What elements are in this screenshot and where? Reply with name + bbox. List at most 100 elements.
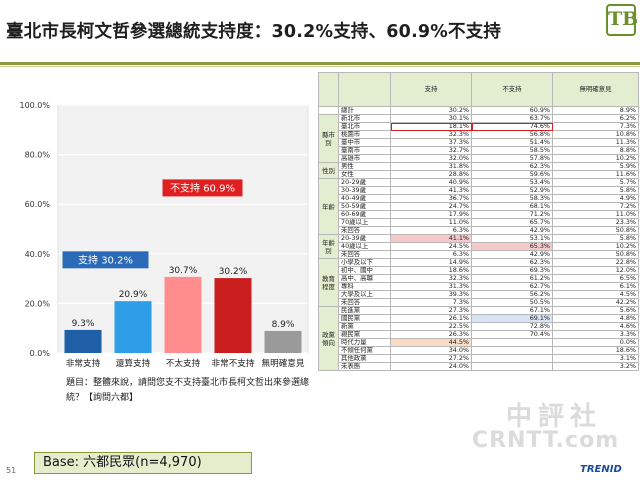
group-label: 教育程度 — [318, 258, 339, 307]
footer-logo: TRENID — [580, 464, 622, 475]
table-row: 40歲以上 24.5% 65.3% 10.2% — [319, 242, 639, 251]
row-label: 20-39歲 — [338, 234, 391, 243]
bar — [114, 301, 152, 353]
table-row: 高中、高職 32.3% 61.2% 6.5% — [319, 274, 639, 283]
value-cell: 32.3% — [390, 274, 472, 283]
title-divider — [0, 62, 640, 65]
value-cell: 26.1% — [390, 314, 472, 323]
value-cell — [471, 362, 553, 371]
support-total-badge — [62, 251, 149, 269]
bar — [164, 276, 202, 353]
group-label: 性別 — [318, 162, 339, 179]
value-cell: 6.5% — [552, 274, 639, 283]
value-cell: 32.3% — [390, 130, 472, 139]
value-cell: 42.9% — [471, 226, 553, 235]
bar-value-label: 30.2% — [219, 267, 248, 277]
row-label: 20-29歲 — [338, 178, 391, 187]
value-cell: 41.3% — [390, 186, 472, 195]
value-cell: 10.2% — [552, 154, 639, 163]
value-cell: 62.7% — [471, 282, 553, 291]
row-label: 初中、國中 — [338, 266, 391, 275]
value-cell: 8.9% — [552, 106, 639, 115]
row-label: 不傾任何黨 — [338, 346, 391, 355]
value-cell: 14.9% — [390, 258, 472, 267]
group-label: 縣市別 — [318, 114, 339, 163]
table-row: 初中、國中 18.6% 69.3% 12.0% — [319, 266, 639, 275]
value-cell: 28.8% — [390, 170, 472, 179]
value-cell: 67.1% — [471, 306, 553, 315]
value-cell: 39.3% — [390, 290, 472, 299]
value-cell: 62.3% — [471, 258, 553, 267]
row-label: 未回答 — [338, 250, 391, 259]
value-cell: 18.6% — [390, 266, 472, 275]
row-label: 高雄市 — [338, 154, 391, 163]
value-cell: 4.6% — [552, 322, 639, 331]
value-cell: 18.1% — [390, 122, 472, 131]
row-label: 未回答 — [338, 298, 391, 307]
value-cell: 5.8% — [552, 186, 639, 195]
value-cell: 41.1% — [390, 234, 472, 243]
page-number: 51 — [6, 466, 17, 475]
value-cell: 50.8% — [552, 250, 639, 259]
value-cell: 50.5% — [471, 298, 553, 307]
value-cell: 6.2% — [552, 114, 639, 123]
row-label: 其他政黨 — [338, 354, 391, 363]
crosstab-table: 支持 不支持 無明確意見 總計 30.2% 60.9% 8.9% 縣市別 新北市 30.1% 63.… — [318, 72, 639, 371]
value-cell: 24.0% — [390, 362, 472, 371]
value-cell: 61.2% — [471, 274, 553, 283]
row-label: 高中、高職 — [338, 274, 391, 283]
table-row: 國民黨 26.1% 69.1% 4.8% — [319, 314, 639, 323]
value-cell: 32.0% — [390, 154, 472, 163]
table-row: 大學及以上 39.3% 56.2% 4.5% — [319, 290, 639, 299]
table-row: 親民黨 26.3% 70.4% 3.3% — [319, 330, 639, 339]
table-row: 60-69歲 17.9% 71.2% 11.0% — [319, 210, 639, 219]
value-cell — [471, 346, 553, 355]
value-cell: 58.3% — [471, 194, 553, 203]
value-cell: 11.3% — [552, 138, 639, 147]
value-cell: 24.5% — [390, 242, 472, 251]
table-row: 未回答 6.3% 42.9% 50.8% — [319, 226, 639, 235]
support-total-label: 支持 30.2% — [78, 253, 133, 266]
value-cell: 10.8% — [552, 130, 639, 139]
x-tick-label: 不太支持 — [166, 357, 201, 369]
value-cell: 6.3% — [390, 250, 472, 259]
value-cell: 70.4% — [471, 330, 553, 339]
value-cell: 59.6% — [471, 170, 553, 179]
brand-logo: TB — [606, 4, 638, 36]
value-cell: 37.3% — [390, 138, 472, 147]
value-cell: 6.3% — [390, 226, 472, 235]
table-row: 女性 28.8% 59.6% 11.6% — [319, 170, 639, 179]
value-cell: 23.3% — [552, 218, 639, 227]
value-cell: 69.3% — [471, 266, 553, 275]
table-row: 新黨 22.5% 72.8% 4.6% — [319, 322, 639, 331]
y-tick-label: 0.0% — [30, 349, 51, 358]
value-cell: 42.9% — [471, 250, 553, 259]
row-label: 桃園市 — [338, 130, 391, 139]
row-label: 臺南市 — [338, 146, 391, 155]
value-cell: 30.2% — [390, 106, 472, 115]
base-note: Base: 六都民眾(n=4,970) — [34, 452, 252, 474]
value-cell: 62.3% — [471, 162, 553, 171]
table-row: 年齡別 20-39歲 41.1% 53.1% 5.8% — [318, 234, 639, 259]
table-row: 政黨傾向 民進黨 27.3% 67.1% 5.6% — [318, 306, 639, 371]
y-tick-label: 40.0% — [25, 250, 51, 259]
table-row: 70歲以上 11.0% 65.7% 23.3% — [319, 218, 639, 227]
value-cell: 5.8% — [552, 234, 639, 243]
value-cell: 32.7% — [390, 146, 472, 155]
value-cell: 5.6% — [552, 306, 639, 315]
value-cell: 26.3% — [390, 330, 472, 339]
value-cell: 56.8% — [471, 130, 553, 139]
value-cell: 36.7% — [390, 194, 472, 203]
survey-question: 題目：整體來說，請問您支不支持臺北市長柯文哲出來參選總統？【詢問六都】 — [66, 378, 310, 403]
table-row: 未回答 6.3% 42.9% 50.8% — [319, 250, 639, 259]
table-row: 桃園市 32.3% 56.8% 10.8% — [319, 130, 639, 139]
value-cell: 31.3% — [390, 282, 472, 291]
group-label: 年齡 — [318, 178, 339, 235]
value-cell — [471, 338, 553, 347]
column-header: 不支持 — [471, 72, 553, 107]
value-cell: 3.2% — [552, 362, 639, 371]
value-cell: 11.0% — [552, 210, 639, 219]
value-cell: 18.6% — [552, 346, 639, 355]
table-row: 未回答 7.3% 50.5% 42.2% — [319, 298, 639, 307]
table-row: 專科 31.3% 62.7% 6.1% — [319, 282, 639, 291]
